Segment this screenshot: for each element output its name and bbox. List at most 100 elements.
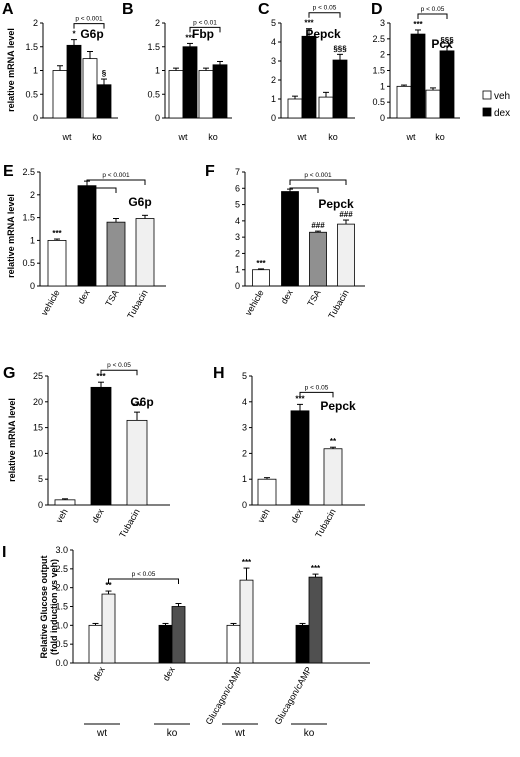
y-tick-label: 7 bbox=[235, 167, 240, 177]
y-tick-label: 1 bbox=[155, 66, 160, 76]
significance-label: §§§ bbox=[333, 44, 347, 53]
significance-label: ### bbox=[311, 221, 325, 230]
y-tick-label: 3.0 bbox=[55, 545, 68, 555]
y-tick-label: 1 bbox=[30, 235, 35, 245]
group-label: ko bbox=[304, 728, 315, 739]
y-tick-label: 0.5 bbox=[55, 639, 68, 649]
x-tick-label: dex bbox=[91, 665, 107, 683]
panel-F: F Pepck 0 1 2 3 4 5 6 7 *** ### ### p < 0.001 vehicle d… bbox=[205, 163, 365, 320]
bar bbox=[252, 269, 270, 287]
x-tick-label: Glucagon/cAMP bbox=[273, 665, 314, 726]
y-tick-label: 3 bbox=[380, 18, 385, 28]
p-value-label: p < 0.001 bbox=[304, 172, 332, 179]
p-value-label: p < 0.05 bbox=[313, 5, 337, 12]
x-tick-label: Tubacin bbox=[313, 507, 338, 539]
y-tick-label: 2 bbox=[155, 18, 160, 28]
bar bbox=[52, 70, 68, 119]
panel-A: A G6p relative mRNA level 0 0.5 1 1.5 2 * § p < 0.… bbox=[2, 1, 118, 142]
bar bbox=[88, 624, 103, 664]
panel-letter: H bbox=[213, 365, 225, 382]
y-tick-label: 15 bbox=[33, 423, 43, 433]
significance-bracket bbox=[417, 13, 448, 19]
y-tick-label: 3 bbox=[271, 56, 276, 66]
panel-title: G6p bbox=[130, 395, 153, 409]
x-tick-label: veh bbox=[256, 507, 272, 525]
p-value-label: p < 0.05 bbox=[421, 6, 445, 13]
legend-swatch-veh bbox=[482, 90, 492, 100]
y-tick-label: 10 bbox=[33, 448, 43, 458]
panel-I: I Relative Glucose output (fold induction … bbox=[2, 544, 370, 739]
significance-bracket bbox=[100, 369, 138, 376]
significance-label: *** bbox=[52, 229, 62, 238]
y-axis-label: Relative Glucose output bbox=[39, 555, 49, 658]
panel-letter: C bbox=[258, 1, 270, 18]
x-tick-label: dex bbox=[279, 288, 295, 306]
legend: veh dex bbox=[482, 90, 510, 119]
bar bbox=[337, 223, 355, 287]
x-tick-label: Tubacin bbox=[117, 507, 142, 539]
y-tick-label: 1.5 bbox=[22, 213, 35, 223]
significance-bracket bbox=[189, 26, 221, 33]
y-tick-label: 5 bbox=[242, 371, 247, 381]
significance-label: *** bbox=[413, 20, 423, 29]
panel-title: Pepck bbox=[320, 399, 356, 413]
panel-letter: F bbox=[205, 163, 215, 180]
x-tick-label: vehicle bbox=[243, 288, 266, 317]
y-tick-label: 4 bbox=[242, 397, 247, 407]
significance-label: *** bbox=[242, 558, 252, 567]
y-tick-label: 1.5 bbox=[147, 42, 160, 52]
significance-bracket bbox=[86, 179, 146, 185]
legend-label-dex: dex bbox=[494, 108, 510, 119]
y-tick-label: 1 bbox=[380, 81, 385, 91]
y-tick-label: 5 bbox=[271, 18, 276, 28]
bar bbox=[126, 419, 148, 506]
group-label: wt bbox=[96, 728, 107, 739]
bar bbox=[82, 58, 98, 119]
bar bbox=[323, 448, 343, 506]
bar bbox=[439, 50, 455, 119]
significance-label: * bbox=[72, 30, 76, 39]
y-tick-label: 0.5 bbox=[22, 258, 35, 268]
bar bbox=[425, 89, 441, 119]
y-tick-label: 2 bbox=[380, 50, 385, 60]
y-tick-label: 3 bbox=[242, 423, 247, 433]
bar bbox=[101, 593, 116, 664]
significance-label: *** bbox=[304, 19, 314, 28]
bar bbox=[77, 185, 97, 287]
panel-title: Pepck bbox=[318, 197, 354, 211]
x-tick-label: vehicle bbox=[39, 288, 62, 317]
x-tick-label: dex bbox=[161, 665, 177, 683]
p-value-label: p < 0.05 bbox=[305, 384, 329, 391]
y-axis-label: relative mRNA level bbox=[6, 28, 16, 112]
significance-label: *** bbox=[311, 564, 321, 573]
x-tick-label: ko bbox=[435, 132, 445, 142]
y-tick-label: 4 bbox=[235, 216, 240, 226]
y-tick-label: 0 bbox=[38, 500, 43, 510]
panel-letter: I bbox=[2, 544, 6, 561]
bar bbox=[171, 606, 186, 664]
bar bbox=[168, 70, 184, 119]
y-tick-label: 0 bbox=[380, 113, 385, 123]
y-tick-label: 6 bbox=[235, 183, 240, 193]
y-tick-label: 0.5 bbox=[25, 89, 38, 99]
p-value-label: p < 0.05 bbox=[107, 362, 131, 369]
panel-B: B Fbp 0 0.5 1 1.5 2 *** p < 0.01 wt ko bbox=[122, 1, 232, 142]
x-tick-label: ko bbox=[328, 132, 338, 142]
legend-label-veh: veh bbox=[494, 91, 510, 102]
bar bbox=[54, 499, 76, 506]
y-tick-label: 20 bbox=[33, 397, 43, 407]
y-tick-label: 0.5 bbox=[372, 97, 385, 107]
y-tick-label: 2 bbox=[242, 448, 247, 458]
significance-bracket bbox=[299, 391, 334, 398]
x-tick-label: dex bbox=[289, 507, 305, 525]
y-tick-label: 1 bbox=[242, 474, 247, 484]
significance-label: *** bbox=[185, 33, 195, 42]
panel-letter: D bbox=[371, 1, 383, 18]
y-tick-label: 0 bbox=[33, 113, 38, 123]
x-tick-label: Glucagon/cAMP bbox=[204, 665, 245, 726]
bar bbox=[281, 191, 299, 287]
x-tick-label: Tubacin bbox=[125, 288, 150, 320]
bar bbox=[290, 410, 310, 506]
